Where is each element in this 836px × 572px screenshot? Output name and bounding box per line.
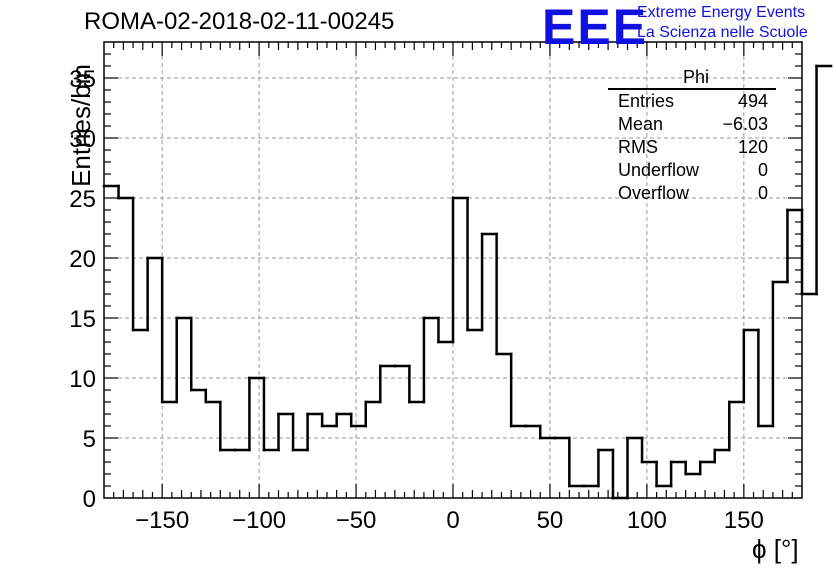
x-tick-label: 0 xyxy=(446,507,459,534)
stats-row-overflow: Overflow 0 xyxy=(608,182,776,205)
plot-title: ROMA-02-2018-02-11-00245 xyxy=(84,8,395,35)
stats-label: Mean xyxy=(618,114,664,134)
stats-value: −6.03 xyxy=(722,114,768,134)
y-axis-ticks: 0 5 10 15 20 25 30 35 xyxy=(69,53,802,513)
x-tick-label: −100 xyxy=(232,507,286,534)
stats-row-entries: Entries 494 xyxy=(608,90,776,113)
x-tick-label: 150 xyxy=(724,507,764,534)
y-axis-label: Entries/bin xyxy=(65,64,96,187)
y-tick-label: 15 xyxy=(69,306,96,333)
x-tick-label: −50 xyxy=(336,507,377,534)
stats-row-rms: RMS 120 xyxy=(608,136,776,159)
stats-box-title: Phi xyxy=(608,66,776,90)
stats-value: 0 xyxy=(757,160,768,180)
y-tick-label: 0 xyxy=(83,486,96,513)
x-axis-label: ϕ [°] xyxy=(752,534,799,564)
stats-label: Underflow xyxy=(618,160,700,180)
eee-logo-line1: Extreme Energy Events xyxy=(637,4,806,21)
histogram-series xyxy=(102,64,833,500)
y-tick-label: 35 xyxy=(69,66,96,93)
stats-row-underflow: Underflow 0 xyxy=(608,159,776,182)
x-tick-label: −150 xyxy=(135,507,189,534)
stats-value: 0 xyxy=(757,183,768,203)
y-tick-label: 20 xyxy=(69,246,96,273)
y-tick-label: 25 xyxy=(69,186,96,213)
stats-label: Overflow xyxy=(618,183,690,203)
y-tick-label: 5 xyxy=(83,426,96,453)
x-tick-label: 100 xyxy=(627,507,667,534)
eee-logo: EEE xyxy=(542,0,649,55)
stats-row-mean: Mean −6.03 xyxy=(608,113,776,136)
stats-value: 494 xyxy=(737,91,768,111)
eee-logo-line2: La Scienza nelle Scuole xyxy=(637,24,808,41)
stats-label: Entries xyxy=(618,91,675,111)
y-tick-label: 10 xyxy=(69,366,96,393)
stats-label: RMS xyxy=(618,137,658,157)
stats-box: Phi Entries 494 Mean −6.03 RMS 120 Under… xyxy=(608,66,776,205)
stats-value: 120 xyxy=(737,137,768,157)
x-tick-label: 50 xyxy=(537,507,564,534)
y-tick-label: 30 xyxy=(69,126,96,153)
x-axis-ticks: −150 −100 −50 0 50 100 150 xyxy=(113,42,793,534)
